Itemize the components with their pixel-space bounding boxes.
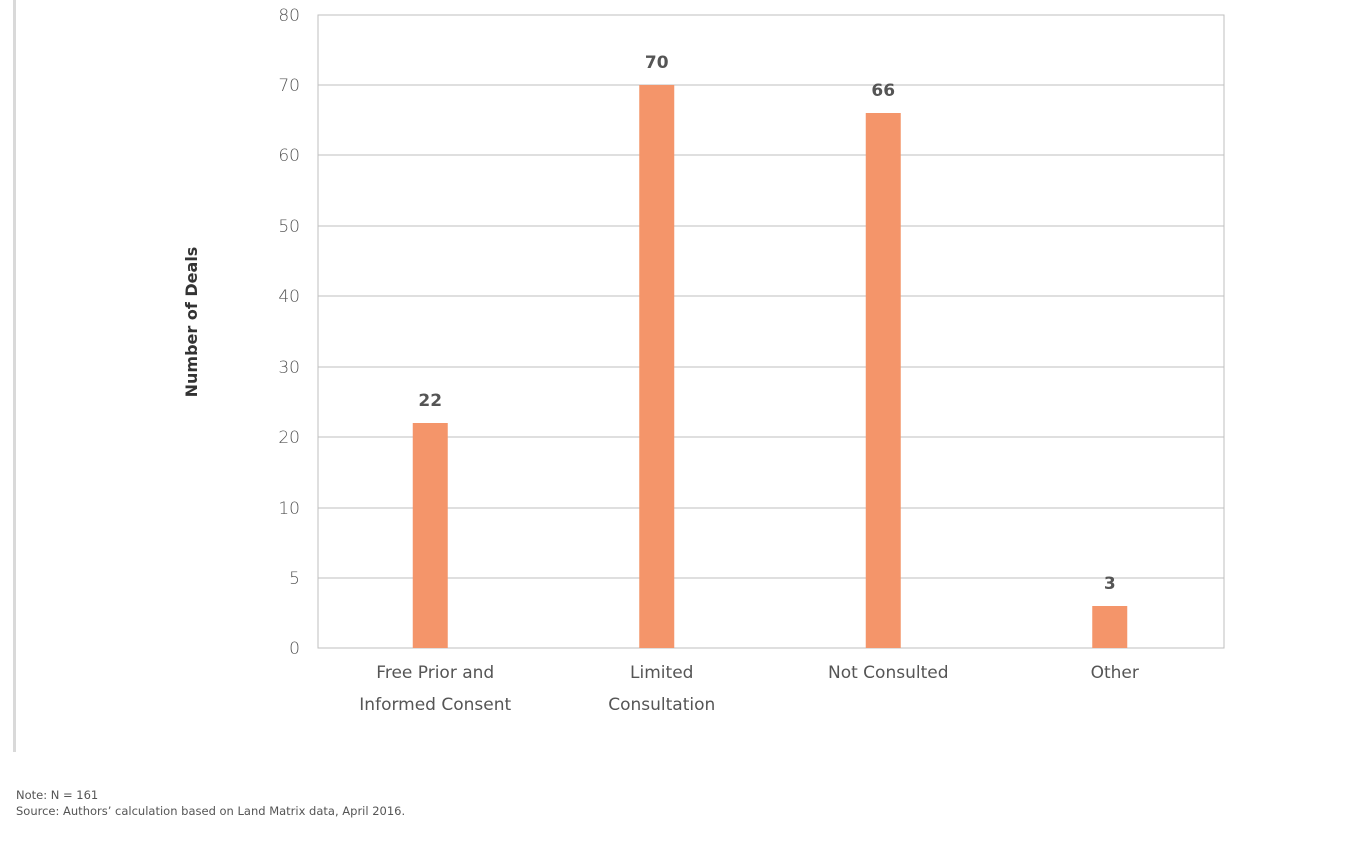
x-tick-label: Informed Consent (359, 695, 511, 715)
source-text: Source: Authors’ calculation based on La… (16, 804, 406, 818)
y-tick-label: 50 (278, 217, 300, 237)
data-label: 70 (645, 53, 669, 73)
gridlines (317, 14, 1225, 649)
y-tick-label: 80 (278, 6, 300, 26)
data-label: 66 (871, 81, 895, 101)
y-tick-label: 30 (278, 358, 300, 378)
y-tick-label: 70 (278, 76, 300, 96)
bar (865, 113, 901, 648)
bar (639, 85, 675, 648)
figure-notes: Note: N = 161 Source: Authors’ calculati… (16, 787, 405, 819)
x-tick-label: Limited (630, 663, 693, 683)
y-axis-ticks: 0 5 10 20 30 40 50 60 70 80 (278, 6, 300, 659)
y-axis-label: Number of Deals (182, 247, 201, 398)
y-tick-label: 40 (278, 287, 300, 307)
bar-chart: 0 5 10 20 30 40 50 60 70 80 22 70 66 3 Free Prior an… (182, 6, 1225, 715)
bar (412, 423, 448, 648)
data-labels: 22 70 66 3 (418, 53, 1115, 594)
x-axis-categories: Free Prior and Informed Consent Limited Con… (359, 663, 1139, 715)
x-tick-label: Free Prior and (376, 663, 494, 683)
x-tick-label: Consultation (608, 695, 715, 715)
bar (1092, 606, 1128, 648)
plot-frame (317, 14, 1225, 649)
y-tick-label: 10 (278, 499, 300, 519)
note-text: Note: N = 161 (16, 788, 99, 802)
y-tick-label: 60 (278, 146, 300, 166)
bars (412, 85, 1128, 648)
left-margin-rule (13, 0, 16, 752)
y-tick-label: 20 (278, 428, 300, 448)
y-tick-label: 0 (289, 639, 300, 659)
data-label: 3 (1104, 574, 1116, 594)
x-tick-label: Not Consulted (828, 663, 949, 683)
x-tick-label: Other (1091, 663, 1139, 683)
y-tick-label: 5 (289, 569, 300, 589)
data-label: 22 (418, 391, 442, 411)
